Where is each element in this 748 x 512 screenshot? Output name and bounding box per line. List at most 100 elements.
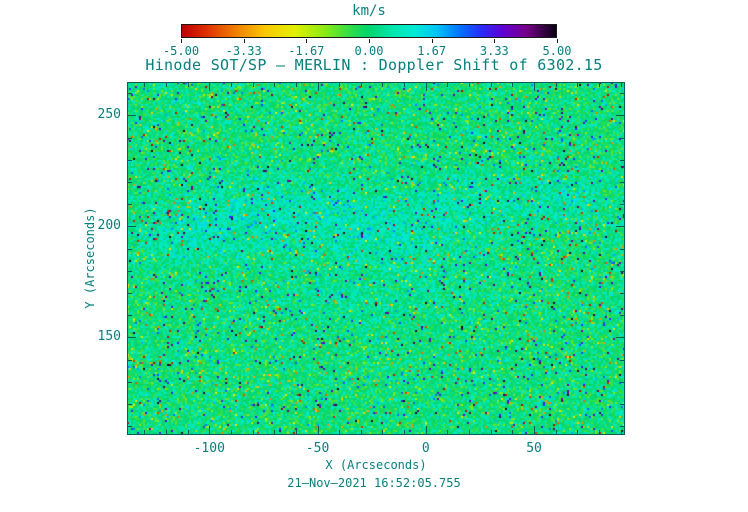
axis-tick-mark <box>404 83 405 87</box>
axis-tick-mark <box>616 226 624 227</box>
x-tick-label: 0 <box>421 441 430 456</box>
axis-tick-mark <box>620 160 624 161</box>
axis-tick-mark <box>128 182 132 183</box>
axis-tick-mark <box>382 83 383 87</box>
axis-tick-mark <box>188 83 189 87</box>
axis-tick-mark <box>296 430 297 434</box>
axis-tick-mark <box>491 430 492 434</box>
y-axis-label: Y (Arcseconds) <box>83 207 97 309</box>
axis-tick-mark <box>620 426 624 427</box>
axis-tick-mark <box>128 360 132 361</box>
axis-tick-mark <box>128 226 136 227</box>
axis-tick-mark <box>426 83 427 91</box>
axis-tick-mark <box>128 93 132 94</box>
axis-tick-mark <box>209 83 210 91</box>
axis-tick-mark <box>128 249 132 250</box>
colorbar-tick-label: -5.00 <box>162 44 200 58</box>
y-tick-label: 150 <box>97 329 121 345</box>
axis-tick-mark <box>404 430 405 434</box>
colorbar-tick-mark <box>306 39 308 43</box>
axis-tick-mark <box>620 93 624 94</box>
axis-tick-mark <box>188 430 189 434</box>
axis-tick-mark <box>274 430 275 434</box>
y-tick-label: 200 <box>97 218 121 234</box>
axis-tick-mark <box>620 249 624 250</box>
plot-area <box>127 82 625 435</box>
axis-tick-mark <box>166 83 167 87</box>
axis-tick-mark <box>491 83 492 87</box>
axis-tick-mark <box>620 315 624 316</box>
axis-tick-mark <box>128 160 132 161</box>
chart-title: Hinode SOT/SP — MERLIN : Doppler Shift o… <box>145 56 603 74</box>
axis-tick-mark <box>253 430 254 434</box>
axis-tick-mark <box>318 426 319 434</box>
axis-tick-mark <box>577 83 578 87</box>
axis-tick-mark <box>296 83 297 87</box>
axis-tick-mark <box>599 430 600 434</box>
axis-tick-mark <box>620 182 624 183</box>
colorbar-tick-mark <box>431 39 433 43</box>
axis-tick-mark <box>556 430 557 434</box>
axis-tick-mark <box>469 83 470 87</box>
axis-tick-mark <box>620 360 624 361</box>
axis-tick-mark <box>339 83 340 87</box>
axis-tick-mark <box>128 382 132 383</box>
axis-tick-mark <box>616 115 624 116</box>
axis-tick-mark <box>128 404 132 405</box>
axis-tick-mark <box>620 271 624 272</box>
x-tick-label: -100 <box>193 441 225 456</box>
axis-tick-mark <box>556 83 557 87</box>
axis-tick-mark <box>599 83 600 87</box>
axis-tick-mark <box>209 426 210 434</box>
axis-tick-mark <box>128 115 136 116</box>
timestamp: 21—Nov—2021 16:52:05.755 <box>287 476 461 490</box>
axis-tick-mark <box>620 204 624 205</box>
plot-frame <box>127 82 625 435</box>
axis-tick-mark <box>274 83 275 87</box>
axis-tick-mark <box>512 430 513 434</box>
axis-tick-mark <box>128 293 132 294</box>
axis-tick-mark <box>253 83 254 87</box>
axis-tick-mark <box>128 271 132 272</box>
axis-tick-mark <box>361 430 362 434</box>
colorbar-tick-mark <box>557 39 558 43</box>
axis-tick-mark <box>382 430 383 434</box>
axis-tick-mark <box>128 138 132 139</box>
axis-tick-mark <box>469 430 470 434</box>
axis-tick-mark <box>534 426 535 434</box>
colorbar-tick-mark <box>181 39 182 43</box>
colorbar-tick-label: -3.33 <box>225 44 262 58</box>
axis-tick-mark <box>447 83 448 87</box>
colorbar-tick-mark <box>369 39 370 43</box>
y-tick-label: 250 <box>97 107 121 123</box>
axis-tick-mark <box>144 83 145 87</box>
axis-tick-mark <box>426 426 427 434</box>
colorbar-tick-label: 3.33 <box>479 44 509 58</box>
x-tick-label: -50 <box>305 441 330 456</box>
axis-tick-mark <box>231 430 232 434</box>
axis-tick-mark <box>361 83 362 87</box>
axis-tick-mark <box>512 83 513 87</box>
axis-tick-mark <box>144 430 145 434</box>
axis-tick-mark <box>166 430 167 434</box>
axis-tick-mark <box>447 430 448 434</box>
axis-tick-mark <box>231 83 232 87</box>
x-tick-label: 50 <box>526 441 542 456</box>
colorbar-tick-mark <box>243 39 245 43</box>
axis-tick-mark <box>620 404 624 405</box>
axis-tick-mark <box>620 382 624 383</box>
axis-tick-mark <box>621 430 622 434</box>
axis-tick-mark <box>128 204 132 205</box>
axis-tick-mark <box>621 83 622 87</box>
colorbar-tick-label: 0.00 <box>354 44 384 58</box>
axis-tick-mark <box>318 83 319 91</box>
axis-tick-mark <box>577 430 578 434</box>
colorbar-tick-label: 5.00 <box>542 44 572 58</box>
doppler-map-canvas <box>127 82 625 435</box>
axis-tick-mark <box>620 293 624 294</box>
axis-tick-mark <box>128 315 132 316</box>
axis-tick-mark <box>128 337 136 338</box>
colorbar-tick-mark <box>494 39 496 43</box>
colorbar-gradient <box>181 24 557 38</box>
